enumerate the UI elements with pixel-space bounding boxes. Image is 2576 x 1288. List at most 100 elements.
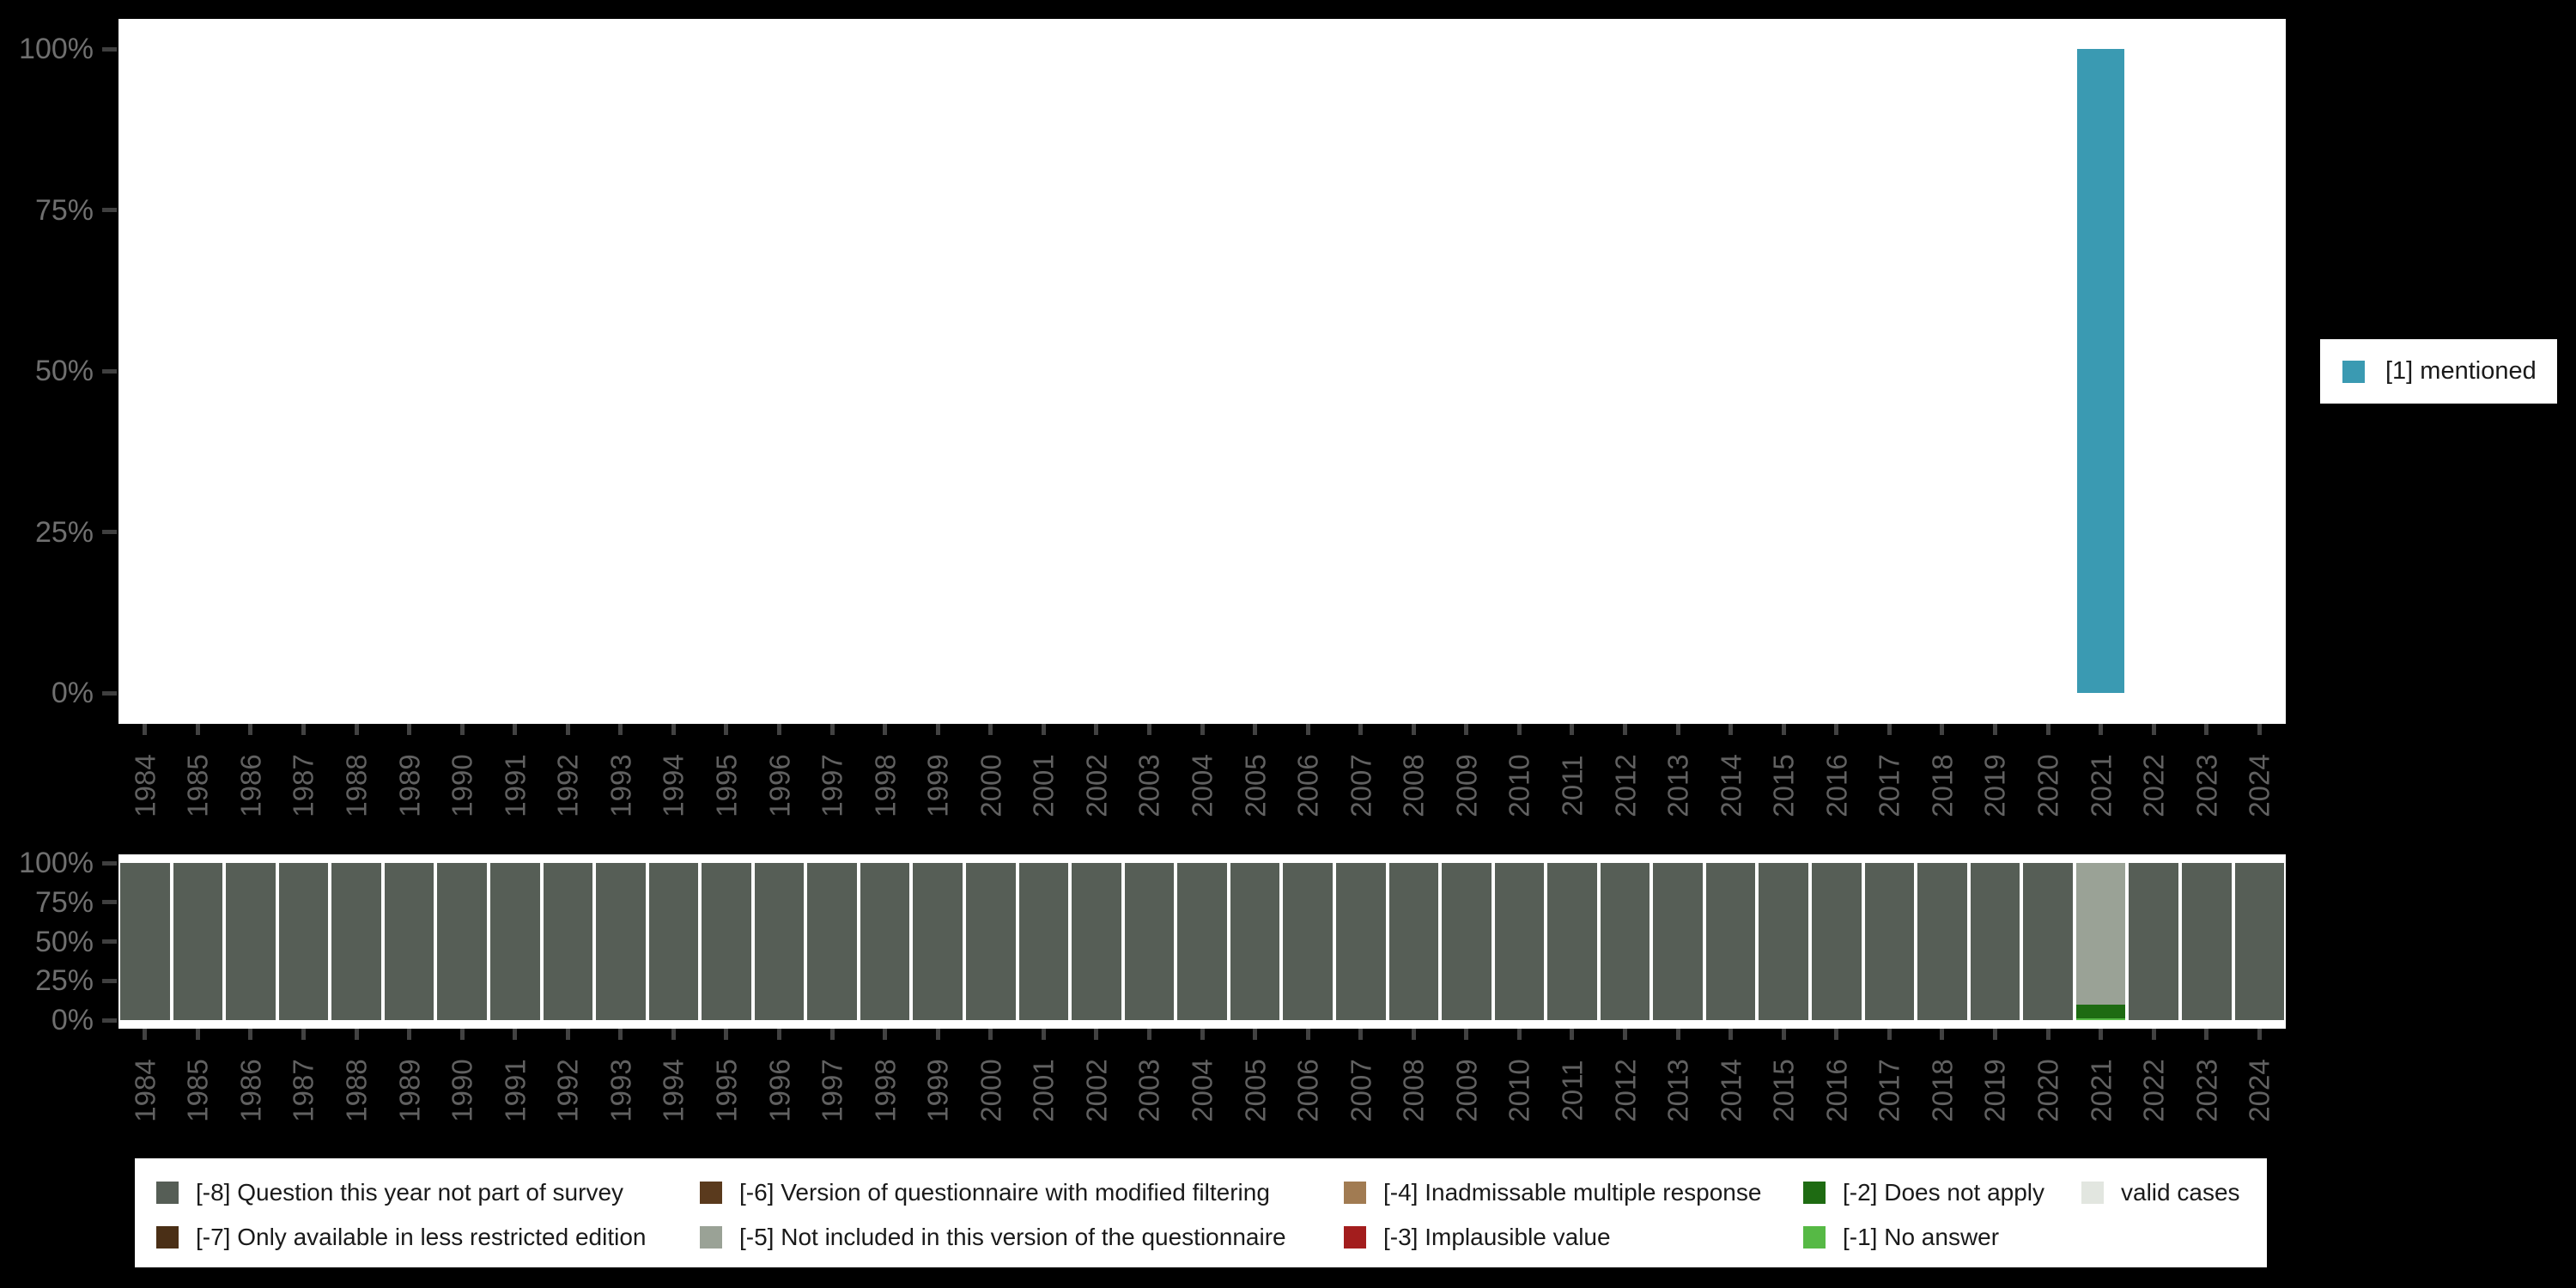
frequency-chart-x-axis: 1984 1985 1986 1987 1988 1989 1990 1991 1992 1993…	[118, 724, 2286, 836]
missing-segment-2021	[2075, 863, 2126, 1005]
missing-segment-1998	[860, 863, 910, 1020]
y-tick-mark	[102, 530, 117, 534]
x-category-2008: 2008	[1388, 724, 1441, 836]
missing-bar-slot-1989	[383, 863, 436, 1020]
x-category-1990: 1990	[435, 724, 489, 836]
x-tick-label: 1987	[287, 1059, 319, 1122]
x-tick-label: 2018	[1926, 754, 1959, 817]
y-tick-50%: 50%	[0, 356, 117, 386]
x-category-2004: 2004	[1176, 724, 1229, 836]
missing-segment-2012	[1600, 863, 1650, 1020]
missing-segment-1984	[120, 863, 170, 1020]
x-tick-label: 2001	[1027, 1059, 1060, 1122]
frequency-bar-slot-2008	[1388, 49, 1441, 693]
missing-bar-slot-2000	[964, 863, 1018, 1020]
x-category-2015: 2015	[1757, 724, 1810, 836]
missing-segment-2007	[1335, 863, 1386, 1020]
missing-bar-slot-2005	[1229, 863, 1282, 1020]
x-tick-label: 1992	[551, 754, 584, 817]
x-tick-mark	[883, 1029, 888, 1040]
missing-segment-2011	[1547, 863, 1597, 1020]
x-category-2019: 2019	[1969, 1029, 2022, 1141]
missing-bar-slot-1990	[435, 863, 489, 1020]
frequency-chart-y-axis: 100% 75% 50% 25% 0%	[0, 34, 117, 708]
frequency-bar-2021	[2076, 49, 2125, 693]
x-tick-label: 2014	[1715, 1059, 1747, 1122]
missing-bar-slot-1996	[753, 863, 806, 1020]
x-category-2015: 2015	[1757, 1029, 1810, 1141]
missing-segment-2013	[1653, 863, 1703, 1020]
missing-segment-1986	[226, 863, 276, 1020]
legend-item-label: [-7] Only available in less restricted e…	[196, 1224, 647, 1250]
missing-bar-slot-1985	[172, 863, 225, 1020]
x-tick-mark	[935, 724, 940, 735]
x-category-2009: 2009	[1440, 724, 1493, 836]
x-category-2012: 2012	[1599, 1029, 1652, 1141]
x-tick-mark	[301, 1029, 306, 1040]
x-tick-label: 2008	[1397, 1059, 1430, 1122]
x-tick-label: 2024	[2243, 754, 2275, 817]
x-tick-label: 1996	[763, 754, 796, 817]
x-category-1989: 1989	[383, 1029, 436, 1141]
x-tick-mark	[1728, 724, 1734, 735]
x-tick-label: 2004	[1186, 1059, 1218, 1122]
x-tick-mark	[618, 1029, 623, 1040]
x-tick-label: 1991	[499, 754, 532, 817]
x-tick-mark	[2151, 724, 2156, 735]
x-tick-mark	[1886, 1029, 1892, 1040]
missing-segment-2010	[1494, 863, 1545, 1020]
x-tick-mark	[248, 1029, 253, 1040]
frequency-bar-slot-2019	[1969, 49, 2022, 693]
missing-segment-1995	[702, 863, 751, 1020]
x-tick-mark	[988, 724, 993, 735]
x-tick-mark	[301, 724, 306, 735]
x-category-2003: 2003	[1123, 1029, 1176, 1141]
x-category-2023: 2023	[2180, 724, 2233, 836]
missing-segment-2022	[2129, 863, 2178, 1020]
frequency-bar-slot-1992	[542, 49, 595, 693]
missing-bar-slot-1987	[277, 863, 331, 1020]
x-tick-label: 1998	[869, 754, 902, 817]
x-category-2011: 2011	[1546, 724, 1599, 836]
x-category-1996: 1996	[753, 1029, 806, 1141]
x-tick-mark	[1570, 1029, 1575, 1040]
x-tick-mark	[1305, 1029, 1310, 1040]
missing-bar-slot-2002	[1070, 863, 1123, 1020]
x-category-2009: 2009	[1440, 1029, 1493, 1141]
x-tick-mark	[248, 724, 253, 735]
x-tick-label: 1993	[605, 1059, 637, 1122]
x-category-2001: 2001	[1018, 724, 1071, 836]
x-tick-mark	[1094, 1029, 1099, 1040]
x-tick-mark	[1253, 1029, 1258, 1040]
x-category-2008: 2008	[1388, 1029, 1441, 1141]
x-tick-label: 1995	[710, 1059, 743, 1122]
x-tick-mark	[1358, 724, 1364, 735]
x-tick-mark	[2045, 724, 2050, 735]
x-tick-label: 2015	[1767, 754, 1800, 817]
legend-item-label: [-8] Question this year not part of surv…	[196, 1179, 624, 1206]
y-tick-mark	[102, 900, 117, 905]
y-tick-label: 0%	[51, 677, 94, 709]
missing-bar-slot-1991	[489, 863, 542, 1020]
missing-bar-slot-2023	[2180, 863, 2233, 1020]
x-tick-label: 1988	[340, 754, 373, 817]
missing-bar-slot-2021	[2075, 863, 2128, 1020]
missing-bar-slot-2010	[1493, 863, 1546, 1020]
x-tick-mark	[459, 1029, 465, 1040]
x-tick-label: 1999	[921, 754, 954, 817]
x-category-1992: 1992	[542, 724, 595, 836]
x-tick-mark	[1305, 724, 1310, 735]
x-tick-label: 2012	[1609, 1059, 1642, 1122]
x-tick-mark	[777, 724, 782, 735]
x-tick-label: 2012	[1609, 754, 1642, 817]
frequency-bar-slot-2022	[2127, 49, 2180, 693]
x-tick-label: 1993	[605, 754, 637, 817]
x-tick-mark	[195, 1029, 200, 1040]
x-category-1988: 1988	[330, 1029, 383, 1141]
missing-segment-2016	[1812, 863, 1862, 1020]
legend-item-label: [-3] Implausible value	[1383, 1224, 1611, 1250]
x-tick-label: 2021	[2085, 1059, 2117, 1122]
x-category-1999: 1999	[911, 1029, 964, 1141]
x-tick-label: 2009	[1450, 1059, 1483, 1122]
x-tick-mark	[1200, 724, 1205, 735]
